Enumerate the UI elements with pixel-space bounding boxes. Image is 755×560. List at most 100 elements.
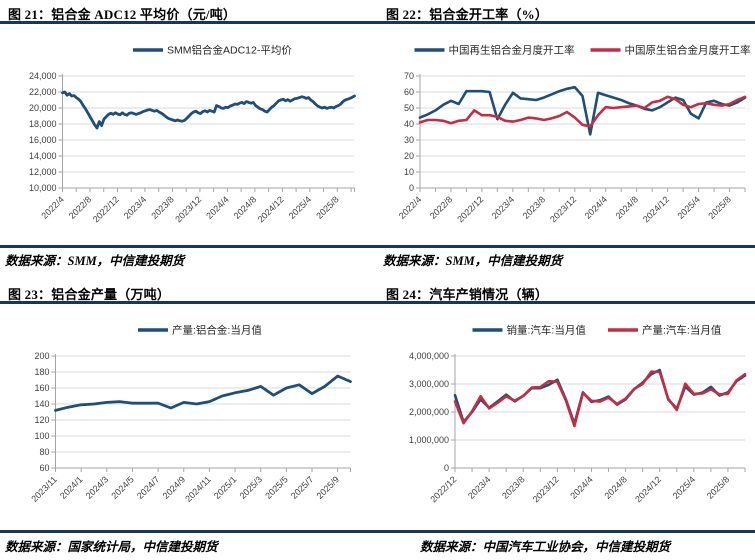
x-tick-label: 2023/4 [122, 194, 149, 221]
figure-21-line-chart: 10,000 12,000 14,000 16,000 18,000 20,000 22,0… [29, 44, 356, 224]
figure-23-panel: 图 23：铝合金产量（万吨） 60 80 100 120 140 160 180 200 202… [0, 280, 378, 560]
y-tick-label: 16,000 [29, 135, 57, 145]
series-line-1 [418, 95, 747, 128]
figure-22-source: 数据来源：SMM，中信建投期货 [383, 254, 563, 268]
figure-22-line-chart: 0 10 20 30 40 50 60 70 2022/4 2022/8 2022/12 2023/4… [397, 44, 751, 225]
title-rule [378, 301, 755, 304]
x-tick-label: 2025/8 [314, 194, 341, 221]
y-tick-label: 14,000 [29, 151, 57, 161]
x-tick-label: 2024/7 [135, 474, 162, 501]
x-tick-label: 2024/11 [183, 474, 213, 504]
series-line-0 [453, 368, 747, 426]
y-tick-label: 10 [404, 167, 414, 177]
x-tick-label: 2024/5 [109, 474, 136, 501]
x-tick-label: 2023/8 [500, 474, 527, 501]
y-tick-label: 2,000,000 [409, 407, 449, 417]
y-tick-label: 50 [404, 103, 414, 113]
footer-rule [0, 530, 378, 533]
x-tick-label: 2025/1 [212, 474, 239, 501]
legend-label-1: 中国原生铝合金月度开工率 [625, 44, 751, 57]
x-tick-label: 2025/3 [238, 474, 265, 501]
y-tick-label: 12,000 [29, 167, 57, 177]
x-tick-label: 2023/8 [521, 194, 548, 221]
x-tick-label: 2024/8 [232, 194, 259, 221]
y-tick-label: 22,000 [29, 87, 57, 97]
x-tick-label: 2024/8 [614, 194, 641, 221]
y-tick-label: 0 [444, 463, 449, 473]
x-tick-label: 2022/8 [67, 194, 94, 221]
y-tick-label: 100 [34, 431, 49, 441]
title-rule [0, 301, 378, 304]
x-tick-label: 2025/8 [706, 194, 733, 221]
x-tick-label: 2025/4 [671, 474, 698, 501]
y-tick-label: 80 [39, 447, 49, 457]
y-tick-label: 120 [34, 415, 49, 425]
y-tick-label: 60 [39, 463, 49, 473]
y-tick-label: 0 [409, 183, 414, 193]
title-rule [0, 21, 378, 24]
legend-label-1: 产量:汽车:当月值 [642, 324, 722, 337]
y-tick-label: 4,000,000 [409, 351, 449, 361]
y-tick-label: 10,000 [29, 183, 57, 193]
x-tick-label: 2024/12 [256, 194, 286, 224]
x-tick-label: 2023/4 [466, 474, 493, 501]
x-tick-label: 2024/1 [58, 474, 85, 501]
x-tick-label: 2023/12 [548, 194, 578, 224]
x-tick-label: 2023/4 [490, 194, 517, 221]
legend-label-0: 销量:汽车:当月值 [507, 324, 587, 337]
x-tick-label: 2023/12 [531, 474, 561, 504]
figure-23-source: 数据来源：国家统计局，中信建投期货 [5, 540, 218, 554]
x-tick-label: 2022/4 [397, 194, 424, 221]
x-tick-label: 2022/12 [455, 194, 485, 224]
y-tick-label: 60 [404, 87, 414, 97]
y-tick-label: 70 [404, 71, 414, 81]
x-tick-label: 2022/4 [39, 194, 66, 221]
x-tick-label: 2025/9 [315, 474, 342, 501]
legend-label-0: 中国再生铝合金月度开工率 [449, 44, 575, 57]
title-rule [378, 21, 755, 24]
x-tick-label: 2024/12 [633, 474, 663, 504]
series-line-0 [418, 85, 747, 136]
series-line-0 [61, 90, 356, 130]
figure-22-panel: 图 22：铝合金开工率（%） 0 10 20 30 40 50 60 70 2022/4 2022… [378, 0, 755, 280]
figure-24-title: 图 24：汽车产销情况（辆） [386, 287, 549, 302]
series-line-0 [54, 374, 352, 412]
legend-label-0: SMM铝合金ADC12-平均价 [167, 44, 292, 57]
y-tick-label: 18,000 [29, 119, 57, 129]
footer-rule [378, 245, 755, 248]
x-tick-label: 2025/4 [675, 194, 702, 221]
x-tick-label: 2024/12 [641, 194, 671, 224]
x-tick-label: 2025/4 [287, 194, 314, 221]
x-tick-label: 2024/4 [583, 194, 610, 221]
footer-rule [0, 245, 378, 248]
figure-22-title: 图 22：铝合金开工率（%） [386, 7, 549, 22]
x-tick-label: 2023/8 [149, 194, 176, 221]
figure-23-title: 图 23：铝合金产量（万吨） [8, 287, 171, 302]
y-tick-label: 40 [404, 119, 414, 129]
figure-21-panel: 图 21：铝合金 ADC12 平均价（元/吨） 10,000 12,000 14,0… [0, 0, 378, 280]
y-tick-label: 1,000,000 [409, 435, 449, 445]
y-tick-label: 30 [404, 135, 414, 145]
x-tick-label: 2023/11 [29, 474, 59, 504]
x-tick-label: 2022/8 [428, 194, 455, 221]
y-tick-label: 160 [34, 383, 49, 393]
x-tick-label: 2024/8 [602, 474, 629, 501]
figure-24-source: 数据来源：中国汽车工业协会，中信建投期货 [420, 540, 671, 554]
x-tick-label: 2024/3 [84, 474, 111, 501]
y-tick-label: 180 [34, 367, 49, 377]
figure-24-panel: 图 24：汽车产销情况（辆） 0 1,000,000 2,000,000 3,000,… [378, 280, 755, 560]
y-tick-label: 20,000 [29, 103, 57, 113]
x-tick-label: 2024/4 [568, 474, 595, 501]
x-tick-label: 2025/7 [289, 474, 316, 501]
x-tick-label: 2025/5 [263, 474, 290, 501]
y-tick-label: 20 [404, 151, 414, 161]
figure-24-line-chart: 0 1,000,000 2,000,000 3,000,000 4,000,000 202… [409, 324, 747, 504]
figure-21-source: 数据来源：SMM，中信建投期货 [5, 254, 185, 268]
legend-label-0: 产量:铝合金:当月值 [172, 324, 262, 337]
y-tick-label: 200 [34, 351, 49, 361]
x-tick-label: 2025/8 [705, 474, 732, 501]
x-tick-label: 2022/12 [91, 194, 121, 224]
y-tick-label: 140 [34, 399, 49, 409]
x-tick-label: 2024/4 [204, 194, 231, 221]
